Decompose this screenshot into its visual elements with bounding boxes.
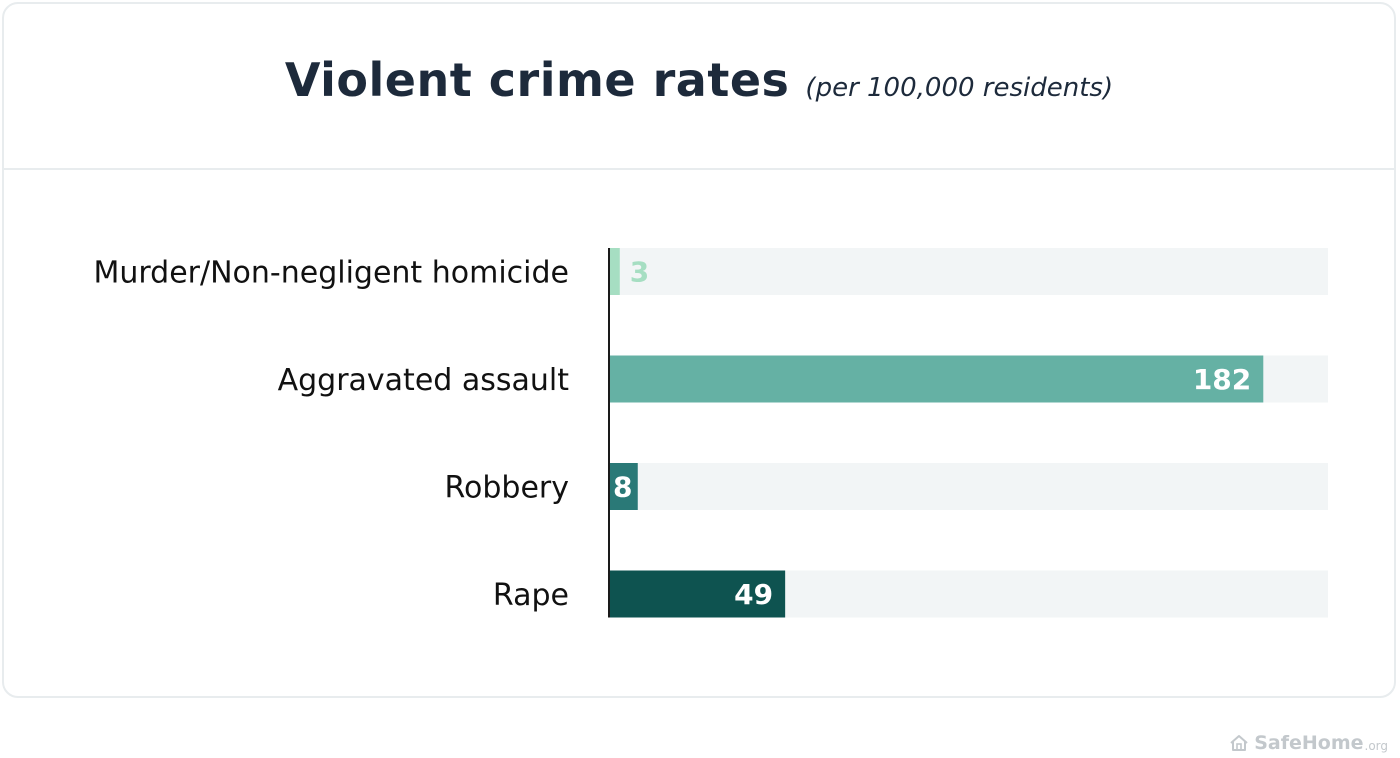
category-label: Aggravated assault (278, 363, 570, 398)
category-label: Rape (493, 578, 569, 613)
chart-subtitle: (per 100,000 residents) (805, 73, 1114, 103)
bar (609, 248, 620, 295)
category-label: Murder/Non-negligent homicide (93, 256, 569, 291)
value-label: 3 (630, 256, 649, 289)
value-label: 182 (1193, 363, 1251, 396)
chart-header: Violent crime rates (per 100,000 residen… (4, 4, 1394, 170)
value-label: 8 (613, 471, 632, 504)
bar-track (609, 248, 1328, 295)
brand-watermark: SafeHome .org (1229, 732, 1388, 754)
category-label: Robbery (445, 471, 569, 506)
bar (609, 355, 1264, 403)
house-icon (1230, 735, 1248, 751)
bar (609, 463, 638, 510)
title-group: Violent crime rates (per 100,000 residen… (285, 53, 1113, 107)
bar (609, 570, 786, 618)
chart-title: Violent crime rates (284, 53, 790, 107)
value-label: 49 (734, 578, 773, 611)
brand-name: SafeHome (1254, 732, 1364, 754)
brand-suffix: .org (1364, 738, 1389, 753)
bar-chart: Murder/Non-negligent homicide 3 Aggravated… (93, 248, 1328, 618)
bar-track (609, 463, 1328, 510)
